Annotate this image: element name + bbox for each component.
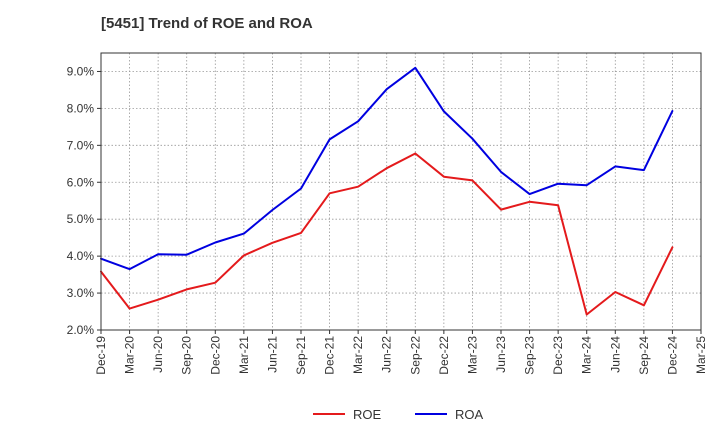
x-tick-label: Mar-23 bbox=[465, 336, 479, 374]
x-tick-label: Dec-22 bbox=[437, 336, 451, 375]
plot-border bbox=[100, 52, 702, 331]
x-tick-label: Mar-21 bbox=[237, 336, 251, 374]
x-tick-label: Mar-22 bbox=[351, 336, 365, 374]
y-tick-label: 7.0% bbox=[67, 138, 95, 152]
x-tick-label: Sep-22 bbox=[408, 336, 422, 375]
series-line-roa bbox=[100, 66, 674, 271]
x-tick-label: Mar-20 bbox=[123, 336, 137, 374]
x-tick-label: Dec-24 bbox=[665, 336, 679, 375]
y-tick-label: 3.0% bbox=[67, 286, 95, 300]
x-tick-label: Sep-23 bbox=[523, 336, 537, 375]
x-tick-label: Mar-24 bbox=[580, 336, 594, 374]
x-tick-label: Dec-23 bbox=[551, 336, 565, 375]
x-tick-label: Dec-20 bbox=[208, 336, 222, 375]
legend-label-roa: ROA bbox=[455, 407, 484, 422]
y-tick-label: 5.0% bbox=[67, 212, 95, 226]
legend-label-roe: ROE bbox=[353, 407, 382, 422]
series-line-roe bbox=[100, 152, 674, 316]
y-tick-label: 4.0% bbox=[67, 249, 95, 263]
x-tick-label: Jun-21 bbox=[265, 336, 279, 373]
x-tick-label: Dec-19 bbox=[94, 336, 108, 375]
y-tick-label: 6.0% bbox=[67, 175, 95, 189]
x-tick-label: Sep-20 bbox=[180, 336, 194, 375]
y-tick-label: 2.0% bbox=[67, 323, 95, 337]
y-tick-label: 8.0% bbox=[67, 101, 95, 115]
x-tick-label: Jun-24 bbox=[608, 336, 622, 373]
x-tick-label: Dec-21 bbox=[323, 336, 337, 375]
x-tick-label: Jun-22 bbox=[380, 336, 394, 373]
chart-title: [5451] Trend of ROE and ROA bbox=[101, 15, 313, 32]
x-tick-label: Jun-23 bbox=[494, 336, 508, 373]
plot-area bbox=[101, 53, 701, 330]
x-tick-label: Mar-25 bbox=[694, 336, 708, 374]
x-tick-label: Sep-24 bbox=[637, 336, 651, 375]
x-tick-label: Sep-21 bbox=[294, 336, 308, 375]
x-tick-label: Jun-20 bbox=[151, 336, 165, 373]
y-tick-label: 9.0% bbox=[67, 64, 95, 78]
